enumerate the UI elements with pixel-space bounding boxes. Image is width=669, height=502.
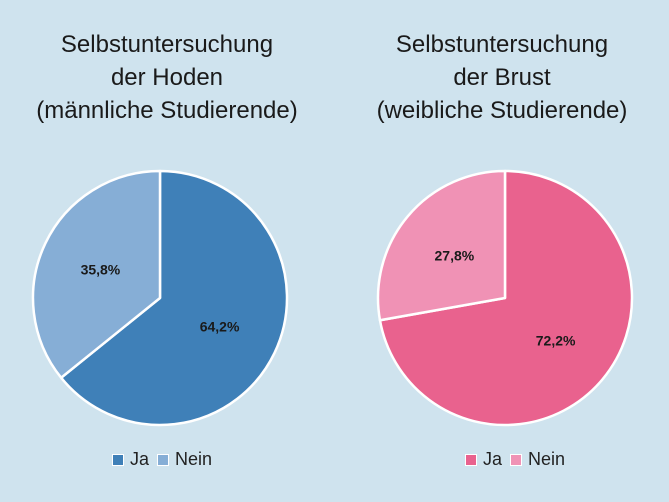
legend: Ja Nein bbox=[112, 449, 220, 470]
legend-item-ja: Ja bbox=[112, 449, 149, 470]
slice-value-label-ja: 64,2% bbox=[200, 318, 240, 334]
pie-slice-nein bbox=[376, 169, 507, 322]
chart-title-line-3: (weibliche Studierende) bbox=[376, 97, 628, 124]
chart-panel-brust: Selbstuntersuchung der Brust (weibliche … bbox=[335, 0, 669, 502]
legend-item-ja: Ja bbox=[465, 449, 502, 470]
pie-chart-brust: 72,2% 27,8% bbox=[376, 169, 634, 427]
legend-item-nein: Nein bbox=[157, 449, 212, 470]
chart-title-line-2: der Hoden bbox=[110, 64, 224, 91]
chart-title-line-1: Selbstuntersuchung bbox=[395, 31, 609, 58]
legend-label-nein: Nein bbox=[528, 449, 566, 469]
legend: Ja Nein bbox=[465, 449, 573, 470]
chart-title: Selbstuntersuchung der Brust (weibliche … bbox=[335, 28, 669, 127]
chart-title-line-2: der Brust bbox=[453, 64, 551, 91]
chart-title: Selbstuntersuchung der Hoden (männliche … bbox=[0, 28, 334, 127]
chart-title-line-1: Selbstuntersuchung bbox=[60, 31, 274, 58]
pie-slice-nein bbox=[31, 169, 162, 379]
slice-value-label-ja: 72,2% bbox=[536, 332, 576, 348]
pie-slice-ja bbox=[59, 169, 289, 427]
legend-label-ja: Ja bbox=[483, 449, 503, 469]
legend-label-nein: Nein bbox=[175, 449, 213, 469]
legend-swatch-ja bbox=[465, 453, 477, 466]
slice-value-label-nein: 35,8% bbox=[81, 262, 121, 278]
legend-swatch-nein bbox=[157, 453, 170, 466]
legend-swatch-ja bbox=[112, 453, 124, 466]
chart-panel-hoden: Selbstuntersuchung der Hoden (männliche … bbox=[0, 0, 334, 502]
legend-label-ja: Ja bbox=[130, 449, 150, 469]
legend-swatch-nein bbox=[510, 453, 523, 466]
pie-chart-hoden: 64,2% 35,8% bbox=[31, 169, 289, 427]
slice-value-label-nein: 27,8% bbox=[435, 248, 475, 264]
chart-title-line-3: (männliche Studierende) bbox=[36, 97, 298, 124]
legend-item-nein: Nein bbox=[510, 449, 565, 470]
